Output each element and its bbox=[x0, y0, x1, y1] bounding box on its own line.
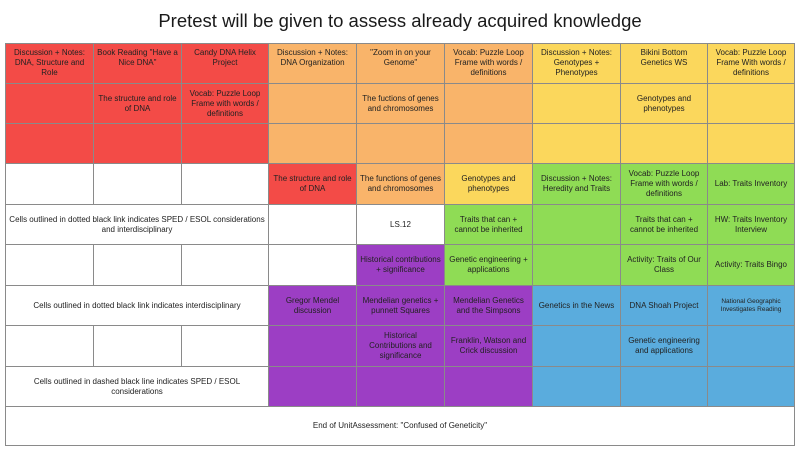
cell bbox=[356, 366, 445, 407]
cell bbox=[93, 325, 182, 367]
cell: Activity: Traits of Our Class bbox=[620, 244, 708, 286]
cell bbox=[5, 325, 94, 367]
cell bbox=[5, 83, 94, 124]
cell: Genotypes and phenotypes bbox=[620, 83, 708, 124]
cell bbox=[532, 83, 621, 124]
cell bbox=[444, 366, 533, 407]
legend-note: Cells outlined in dotted black link indi… bbox=[5, 285, 269, 326]
cell: Candy DNA Helix Project bbox=[181, 43, 269, 84]
cell: Vocab: Puzzle Loop Frame With words / de… bbox=[707, 43, 795, 84]
cell bbox=[532, 244, 621, 286]
cell bbox=[620, 123, 708, 164]
cell bbox=[356, 123, 445, 164]
cell bbox=[707, 123, 795, 164]
cell bbox=[268, 83, 357, 124]
cell bbox=[93, 123, 182, 164]
cell: "Zoom in on your Genome" bbox=[356, 43, 445, 84]
cell: The structure and role of DNA bbox=[93, 83, 182, 124]
cell: Discussion + Notes: Heredity and Traits bbox=[532, 163, 621, 205]
cell: Bikini Bottom Genetics WS bbox=[620, 43, 708, 84]
cell: Gregor Mendel discussion bbox=[268, 285, 357, 326]
cell: LS.12 bbox=[356, 204, 445, 245]
legend-note: Cells outlined in dotted black link indi… bbox=[5, 204, 269, 245]
cell bbox=[268, 123, 357, 164]
cell bbox=[268, 244, 357, 286]
cell: Genotypes and phenotypes bbox=[444, 163, 533, 205]
cell: Traits that can + cannot be inherited bbox=[444, 204, 533, 245]
cell bbox=[181, 123, 269, 164]
cell bbox=[620, 366, 708, 407]
legend-note: Cells outlined in dashed black line indi… bbox=[5, 366, 269, 407]
cell: Activity: Traits Bingo bbox=[707, 244, 795, 286]
cell bbox=[532, 366, 621, 407]
cell bbox=[268, 366, 357, 407]
cell: Historical Contributions and significanc… bbox=[356, 325, 445, 367]
cell bbox=[93, 244, 182, 286]
cell: The functions of genes and chromosomes bbox=[356, 163, 445, 205]
cell bbox=[532, 204, 621, 245]
cell bbox=[707, 83, 795, 124]
cell bbox=[707, 366, 795, 407]
cell: Discussion + Notes: DNA Organization bbox=[268, 43, 357, 84]
cell bbox=[444, 123, 533, 164]
cell bbox=[181, 163, 269, 205]
cell: Vocab: Puzzle Loop Frame with words / de… bbox=[181, 83, 269, 124]
cell bbox=[268, 325, 357, 367]
cell bbox=[181, 244, 269, 286]
page-title: Pretest will be given to assess already … bbox=[158, 10, 642, 31]
cell: Vocab: Puzzle Loop Frame with words / de… bbox=[444, 43, 533, 84]
cell: Mendelian genetics + punnett Squares bbox=[356, 285, 445, 326]
cell: Mendelian Genetics and the Simpsons bbox=[444, 285, 533, 326]
cell: The fuctions of genes and chromosomes bbox=[356, 83, 445, 124]
cell: Franklin, Watson and Crick discussion bbox=[444, 325, 533, 367]
cell: Historical contributions + significance bbox=[356, 244, 445, 286]
cell bbox=[532, 325, 621, 367]
cell: National Geographic Investigates Reading bbox=[707, 285, 795, 326]
cell: HW: Traits Inventory Interview bbox=[707, 204, 795, 245]
cell bbox=[532, 123, 621, 164]
cell: Genetic engineering + applications bbox=[444, 244, 533, 286]
cell bbox=[93, 163, 182, 205]
cell: DNA Shoah Project bbox=[620, 285, 708, 326]
cell: Discussion + Notes: DNA, Structure and R… bbox=[5, 43, 94, 84]
cell bbox=[5, 123, 94, 164]
cell: Genetic engineering and applications bbox=[620, 325, 708, 367]
cell: Genetics in the News bbox=[532, 285, 621, 326]
cell: Discussion + Notes: Genotypes + Phenotyp… bbox=[532, 43, 621, 84]
cell bbox=[268, 204, 357, 245]
cell: Traits that can + cannot be inherited bbox=[620, 204, 708, 245]
unit-assessment-footer: End of UnitAssessment: "Confused of Gene… bbox=[5, 406, 795, 446]
cell: Book Reading "Have a Nice DNA" bbox=[93, 43, 182, 84]
cell bbox=[444, 83, 533, 124]
cell: Vocab: Puzzle Loop Frame with words / de… bbox=[620, 163, 708, 205]
cell bbox=[5, 244, 94, 286]
cell bbox=[707, 325, 795, 367]
cell bbox=[181, 325, 269, 367]
cell: The structure and role of DNA bbox=[268, 163, 357, 205]
cell bbox=[5, 163, 94, 205]
cell: Lab: Traits Inventory bbox=[707, 163, 795, 205]
